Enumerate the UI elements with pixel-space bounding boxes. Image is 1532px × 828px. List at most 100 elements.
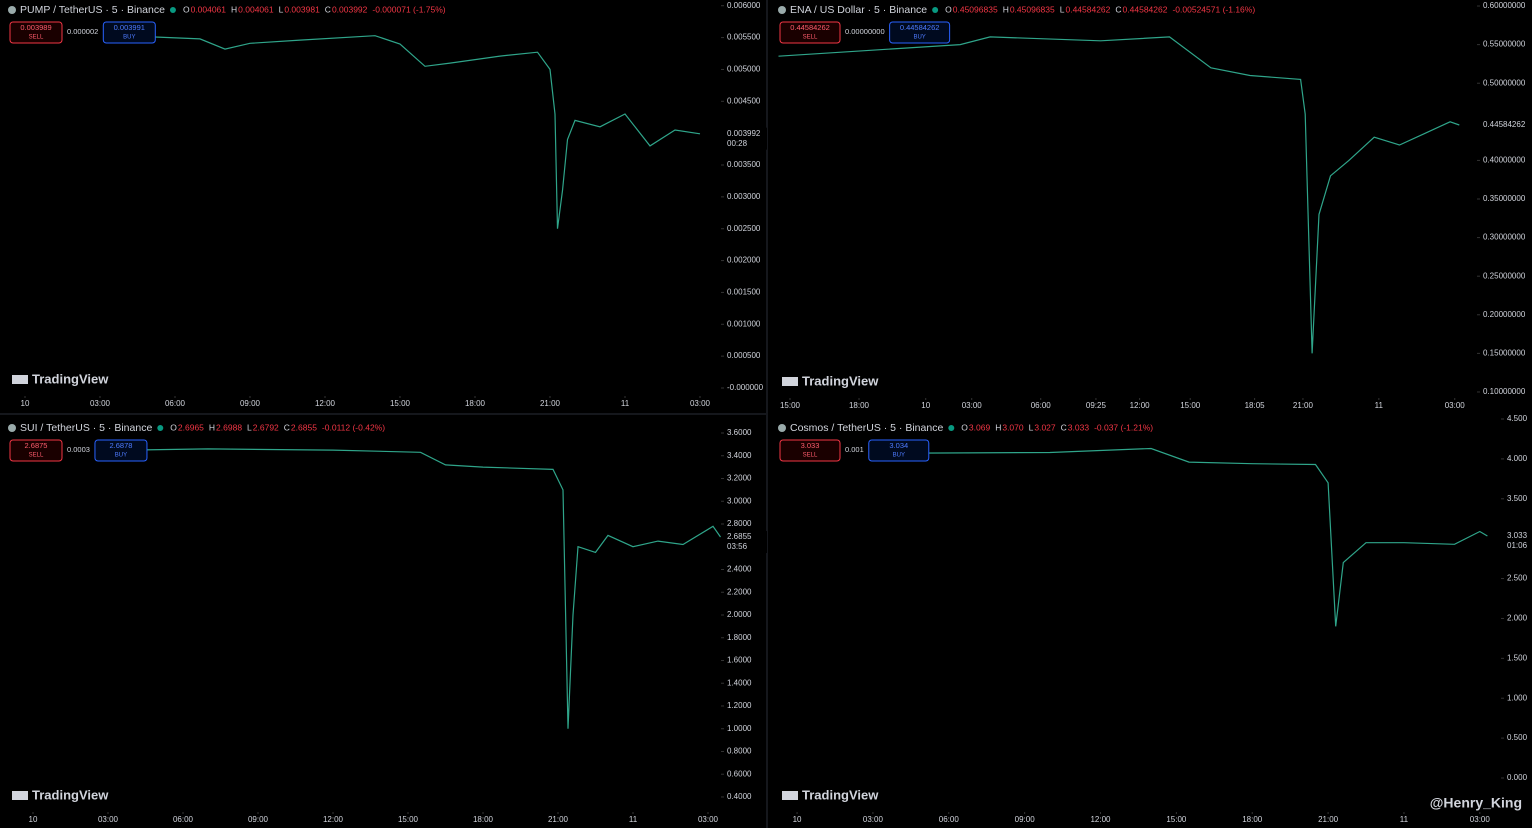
y-tick-label: 1.2000 (727, 701, 752, 710)
price-line (154, 35, 701, 229)
ohlc-value: 3.070 (1002, 422, 1024, 432)
y-tick-label: 0.50000000 (1483, 78, 1526, 87)
ohlc-letter: H (231, 4, 237, 14)
tv-watermark: TradingView (802, 787, 879, 802)
tv-watermark: TradingView (802, 373, 879, 388)
x-tick-label: 10 (29, 815, 38, 824)
y-tick-label: 0.35000000 (1483, 194, 1526, 203)
symbol-title: PUMP / TetherUS · 5 · Binance (20, 4, 165, 16)
x-tick-label: 03:00 (1470, 815, 1491, 824)
y-tick-label: 0.15000000 (1483, 348, 1526, 357)
countdown: 00:28 (727, 139, 748, 148)
ohlc-letter: C (284, 422, 290, 432)
y-tick-label: 0.002500 (727, 224, 761, 233)
sell-price: 0.003989 (20, 23, 51, 32)
price-line (127, 448, 721, 729)
x-tick-label: 06:00 (1031, 401, 1052, 410)
x-tick-label: 15:00 (390, 399, 411, 408)
status-dot (157, 425, 164, 431)
tv-logo-icon (782, 377, 798, 386)
countdown: 01:06 (1507, 541, 1528, 550)
sell-label: SELL (29, 453, 44, 459)
countdown: 03:56 (727, 542, 748, 551)
y-tick-label: 4.500 (1507, 414, 1528, 423)
buy-button[interactable] (868, 439, 930, 462)
ohlc-value: 3.069 (969, 422, 991, 432)
sell-button[interactable] (9, 21, 63, 44)
x-tick-label: 15:00 (398, 815, 419, 824)
last-price-label: 2.6855 (727, 532, 752, 541)
x-tick-label: 18:00 (1242, 815, 1263, 824)
x-tick-label: 12:00 (1090, 815, 1111, 824)
status-dot (169, 7, 176, 13)
y-tick-label: 0.000500 (727, 351, 761, 360)
sell-button[interactable] (779, 439, 841, 462)
ohlc-letter: C (325, 4, 331, 14)
x-tick-label: 21:00 (540, 399, 561, 408)
y-tick-label: 1.0000 (727, 724, 752, 733)
y-tick-label: 0.002000 (727, 256, 761, 265)
ohlc-letter: L (1029, 422, 1034, 432)
x-tick-label: 18:05 (1245, 401, 1266, 410)
x-tick-label: 06:00 (939, 815, 960, 824)
y-tick-label: 0.006000 (727, 1, 761, 10)
y-tick-label: 2.000 (1507, 614, 1528, 623)
x-tick-label: 18:00 (473, 815, 494, 824)
sell-button[interactable] (9, 439, 63, 462)
x-tick-label: 06:00 (173, 815, 194, 824)
y-tick-label: 0.25000000 (1483, 271, 1526, 280)
ohlc-letter: H (209, 422, 215, 432)
ohlc-letter: C (1115, 4, 1121, 14)
x-tick-label: 10 (793, 815, 802, 824)
ohlc-letter: L (1060, 4, 1065, 14)
y-tick-label: 2.8000 (727, 519, 752, 528)
ohlc-value: 3.027 (1034, 422, 1056, 432)
tv-logo-icon (12, 791, 28, 800)
buy-price: 0.44584262 (900, 23, 940, 32)
x-tick-label: 18:00 (465, 399, 486, 408)
y-tick-label: 0.4000 (727, 792, 752, 801)
sell-button[interactable] (779, 21, 841, 44)
buy-button[interactable] (889, 21, 951, 44)
x-tick-label: 09:00 (248, 815, 269, 824)
change: -0.00524571 (-1.16%) (1172, 4, 1255, 14)
y-tick-label: 3.500 (1507, 494, 1528, 503)
y-tick-label: 0.003000 (727, 192, 761, 201)
spread: 0.001 (845, 445, 864, 454)
spread: 0.0003 (67, 445, 90, 454)
x-tick-label: 11 (629, 815, 638, 824)
x-tick-label: 15:00 (1166, 815, 1187, 824)
last-price-tag (725, 531, 767, 554)
last-price-label: 3.033 (1507, 531, 1528, 540)
y-tick-label: 3.6000 (727, 428, 752, 437)
y-tick-label: 2.4000 (727, 565, 752, 574)
ohlc-letter: H (1003, 4, 1009, 14)
symbol-title: Cosmos / TetherUS · 5 · Binance (790, 422, 943, 434)
sell-price: 2.6875 (25, 441, 48, 450)
y-tick-label: 1.500 (1507, 653, 1528, 662)
price-line (877, 447, 1488, 627)
buy-button[interactable] (102, 21, 156, 44)
y-tick-label: 0.30000000 (1483, 233, 1526, 242)
ohlc-letter: C (1061, 422, 1067, 432)
status-dot (948, 425, 955, 431)
sell-label: SELL (29, 35, 44, 41)
x-tick-label: 18:00 (849, 401, 870, 410)
buy-button[interactable] (94, 439, 148, 462)
x-tick-label: 21:00 (1318, 815, 1339, 824)
x-tick-label: 03:00 (98, 815, 119, 824)
y-tick-label: 0.40000000 (1483, 156, 1526, 165)
y-tick-label: 4.000 (1507, 454, 1528, 463)
last-price-tag (1481, 119, 1523, 132)
x-tick-label: 10 (921, 401, 930, 410)
tv-watermark: TradingView (32, 371, 109, 386)
tv-logo-icon (12, 375, 28, 384)
ohlc-value: 0.44584262 (1123, 4, 1168, 14)
x-tick-label: 10 (21, 399, 30, 408)
x-tick-label: 09:25 (1086, 401, 1107, 410)
last-price-label: 0.003992 (727, 129, 761, 138)
buy-price: 3.034 (889, 441, 908, 450)
sell-price: 3.033 (801, 441, 820, 450)
y-tick-label: 0.001000 (727, 319, 761, 328)
